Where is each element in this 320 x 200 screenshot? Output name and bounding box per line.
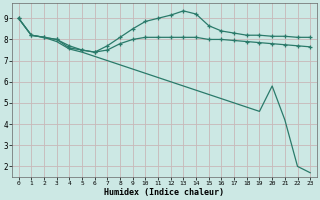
X-axis label: Humidex (Indice chaleur): Humidex (Indice chaleur) <box>104 188 224 197</box>
